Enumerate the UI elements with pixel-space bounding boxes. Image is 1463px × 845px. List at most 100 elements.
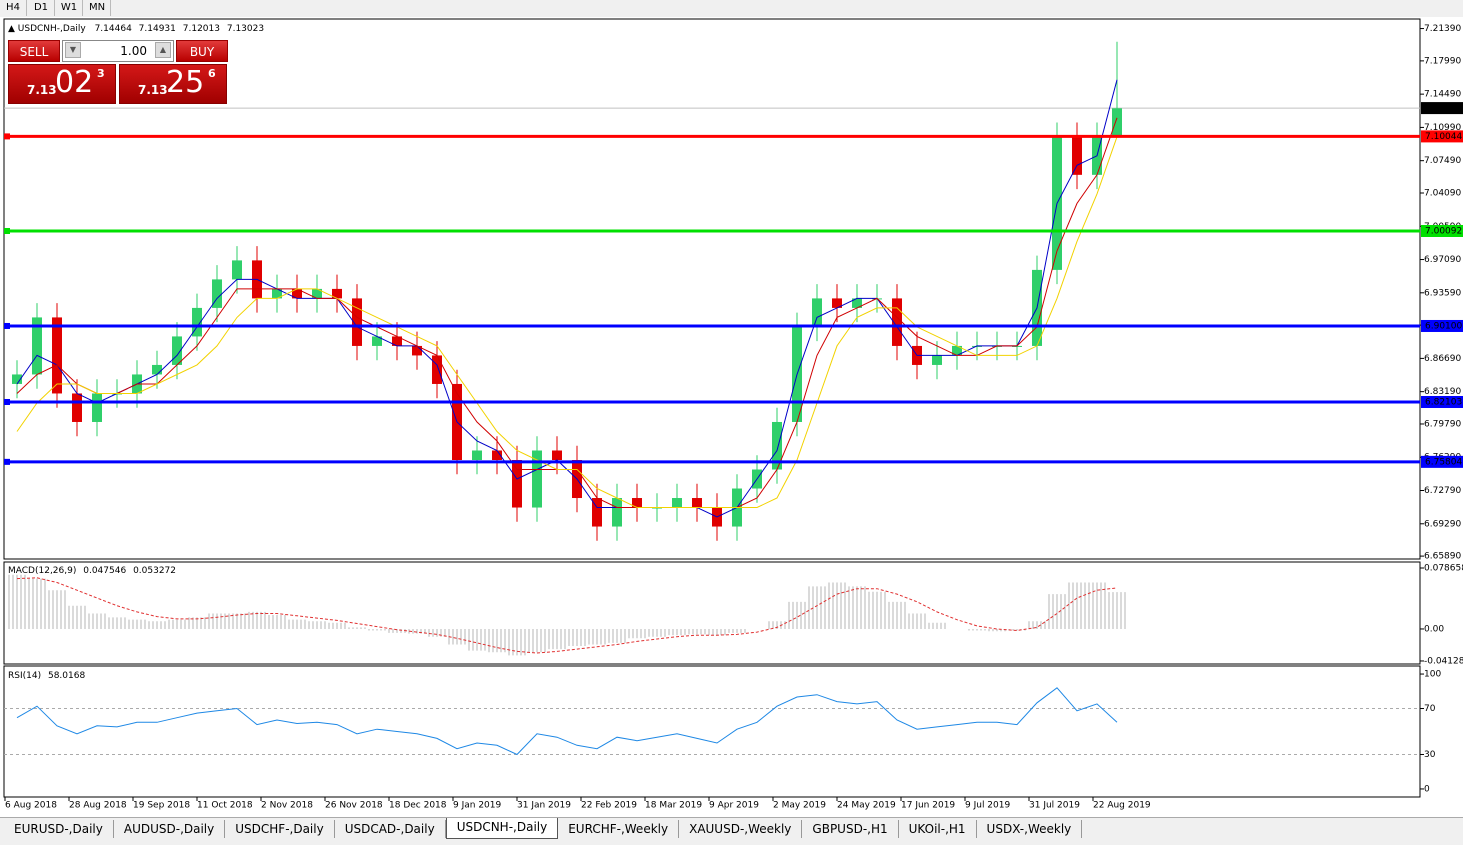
lots-input[interactable]: 1.00 bbox=[62, 40, 174, 62]
rsi-panel bbox=[3, 665, 1421, 798]
macd-value: 0.047546 bbox=[83, 566, 126, 576]
candle-body bbox=[152, 364, 162, 375]
x-tick-label: 6 Aug 2018 bbox=[5, 801, 57, 811]
candle-body bbox=[672, 498, 682, 508]
y-tick-label: 7.14490 bbox=[1424, 90, 1461, 100]
candle-body bbox=[492, 450, 502, 461]
candle-body bbox=[272, 288, 282, 299]
timeframe-button[interactable]: W1 bbox=[56, 0, 83, 16]
price-level-label: 7.00092 bbox=[1425, 226, 1462, 236]
chart-title: USDCNH-,Daily bbox=[18, 24, 87, 34]
price-pips: 02 bbox=[55, 65, 94, 100]
candle-body bbox=[512, 460, 522, 508]
candle-body bbox=[72, 393, 82, 422]
candle-body bbox=[852, 298, 862, 308]
price-panel bbox=[3, 18, 1421, 560]
y-tick-label: 6.65890 bbox=[1424, 552, 1461, 562]
macd-header: MACD(12,26,9) 0.047546 0.053272 bbox=[8, 566, 176, 576]
price-level-handle bbox=[4, 133, 10, 140]
candle-body bbox=[892, 298, 902, 346]
moving-average bbox=[16, 136, 1118, 508]
candle-body bbox=[292, 288, 302, 299]
price-level-label: 7.10044 bbox=[1425, 132, 1462, 142]
timeframe-button[interactable]: D1 bbox=[28, 0, 55, 16]
x-tick-label: 28 Aug 2018 bbox=[69, 801, 127, 811]
chart-tab[interactable]: USDX-,Weekly bbox=[977, 820, 1083, 838]
chart-tab[interactable]: AUDUSD-,Daily bbox=[114, 820, 226, 838]
x-tick-label: 11 Oct 2018 bbox=[197, 801, 253, 811]
y-tick-label: 7.17990 bbox=[1424, 56, 1461, 66]
rsi-value: 58.0168 bbox=[48, 671, 85, 681]
chart-tab[interactable]: EURCHF-,Weekly bbox=[558, 820, 680, 838]
sell-button[interactable]: SELL bbox=[8, 40, 60, 62]
x-tick-label: 26 Nov 2018 bbox=[325, 801, 383, 811]
candle-body bbox=[412, 345, 422, 356]
price-level-box bbox=[1421, 224, 1463, 237]
y-tick-label: 6.86690 bbox=[1424, 354, 1461, 364]
candle-body bbox=[632, 498, 642, 508]
candle-body bbox=[832, 298, 842, 308]
price-prefix: 7.13 bbox=[27, 83, 57, 97]
y-tick-label: 0.078658 bbox=[1424, 563, 1463, 573]
price-pips: 25 bbox=[166, 65, 205, 100]
timeframe-button[interactable]: H4 bbox=[0, 0, 27, 16]
x-tick-label: 2 May 2019 bbox=[773, 801, 826, 811]
price-level-label: 6.82103 bbox=[1425, 397, 1462, 407]
lots-down[interactable]: ▼ bbox=[65, 42, 81, 58]
candle-body bbox=[12, 374, 22, 384]
y-tick-label: 7.10990 bbox=[1424, 123, 1461, 133]
x-tick-label: 9 Apr 2019 bbox=[709, 801, 759, 811]
buy-price[interactable]: 7.13 25 6 bbox=[119, 64, 227, 104]
price-prefix: 7.13 bbox=[138, 83, 168, 97]
candle-body bbox=[812, 298, 822, 327]
price-level-box bbox=[1421, 319, 1463, 332]
price-level-handle bbox=[4, 398, 10, 405]
x-tick-label: 9 Jan 2019 bbox=[453, 801, 501, 811]
candle-body bbox=[612, 498, 622, 527]
y-tick-label: 0.00 bbox=[1424, 624, 1444, 634]
chart-header: ▲ USDCNH-,Daily 7.14464 7.14931 7.12013 … bbox=[8, 24, 264, 34]
indicator-title: MACD(12,26,9) bbox=[8, 566, 76, 576]
x-tick-label: 17 Jun 2019 bbox=[901, 801, 955, 811]
price-level-handle bbox=[4, 322, 10, 329]
candle-body bbox=[212, 279, 222, 308]
chart-tab[interactable]: EURUSD-,Daily bbox=[4, 820, 114, 838]
candle-body bbox=[232, 260, 242, 280]
candle-body bbox=[592, 498, 602, 527]
y-tick-label: 6.79790 bbox=[1424, 419, 1461, 429]
chart-tab[interactable]: XAUUSD-,Weekly bbox=[679, 820, 803, 838]
current-price-label: 7.13023 bbox=[1425, 104, 1462, 114]
buy-button[interactable]: BUY bbox=[176, 40, 228, 62]
x-tick-label: 31 Jul 2019 bbox=[1029, 801, 1080, 811]
y-tick-label: 7.21390 bbox=[1424, 24, 1461, 34]
candle-body bbox=[432, 355, 442, 384]
lots-up[interactable]: ▲ bbox=[155, 42, 171, 58]
price-level-box bbox=[1421, 130, 1463, 143]
candle-body bbox=[392, 336, 402, 346]
current-price-box bbox=[1421, 102, 1463, 115]
candle-body bbox=[692, 498, 702, 508]
x-tick-label: 2 Nov 2018 bbox=[261, 801, 313, 811]
collapse-arrow: ▲ bbox=[8, 24, 18, 34]
candle-body bbox=[32, 317, 42, 375]
candle-body bbox=[92, 393, 102, 422]
sell-price[interactable]: 7.13 02 3 bbox=[8, 64, 116, 104]
rsi-line bbox=[16, 687, 1118, 756]
y-tick-label: 7.04090 bbox=[1424, 188, 1461, 198]
chart-tab[interactable]: USDCNH-,Daily bbox=[445, 818, 559, 839]
candle-body bbox=[772, 421, 782, 470]
y-tick-label: -0.041287 bbox=[1424, 656, 1463, 666]
macd-panel bbox=[3, 561, 1421, 665]
candle-body bbox=[52, 317, 62, 394]
chart-tab[interactable]: USDCHF-,Daily bbox=[225, 820, 335, 838]
price-level-label: 6.90100 bbox=[1425, 321, 1462, 331]
candle-body bbox=[532, 450, 542, 508]
x-tick-label: 19 Sep 2018 bbox=[133, 801, 190, 811]
candle-body bbox=[172, 336, 182, 365]
close-value: 7.13023 bbox=[227, 24, 264, 34]
timeframe-button[interactable]: MN bbox=[84, 0, 111, 16]
chart-tab[interactable]: USDCAD-,Daily bbox=[335, 820, 446, 838]
chart-tab[interactable]: GBPUSD-,H1 bbox=[802, 820, 899, 838]
chart-tab[interactable]: UKOil-,H1 bbox=[899, 820, 977, 838]
